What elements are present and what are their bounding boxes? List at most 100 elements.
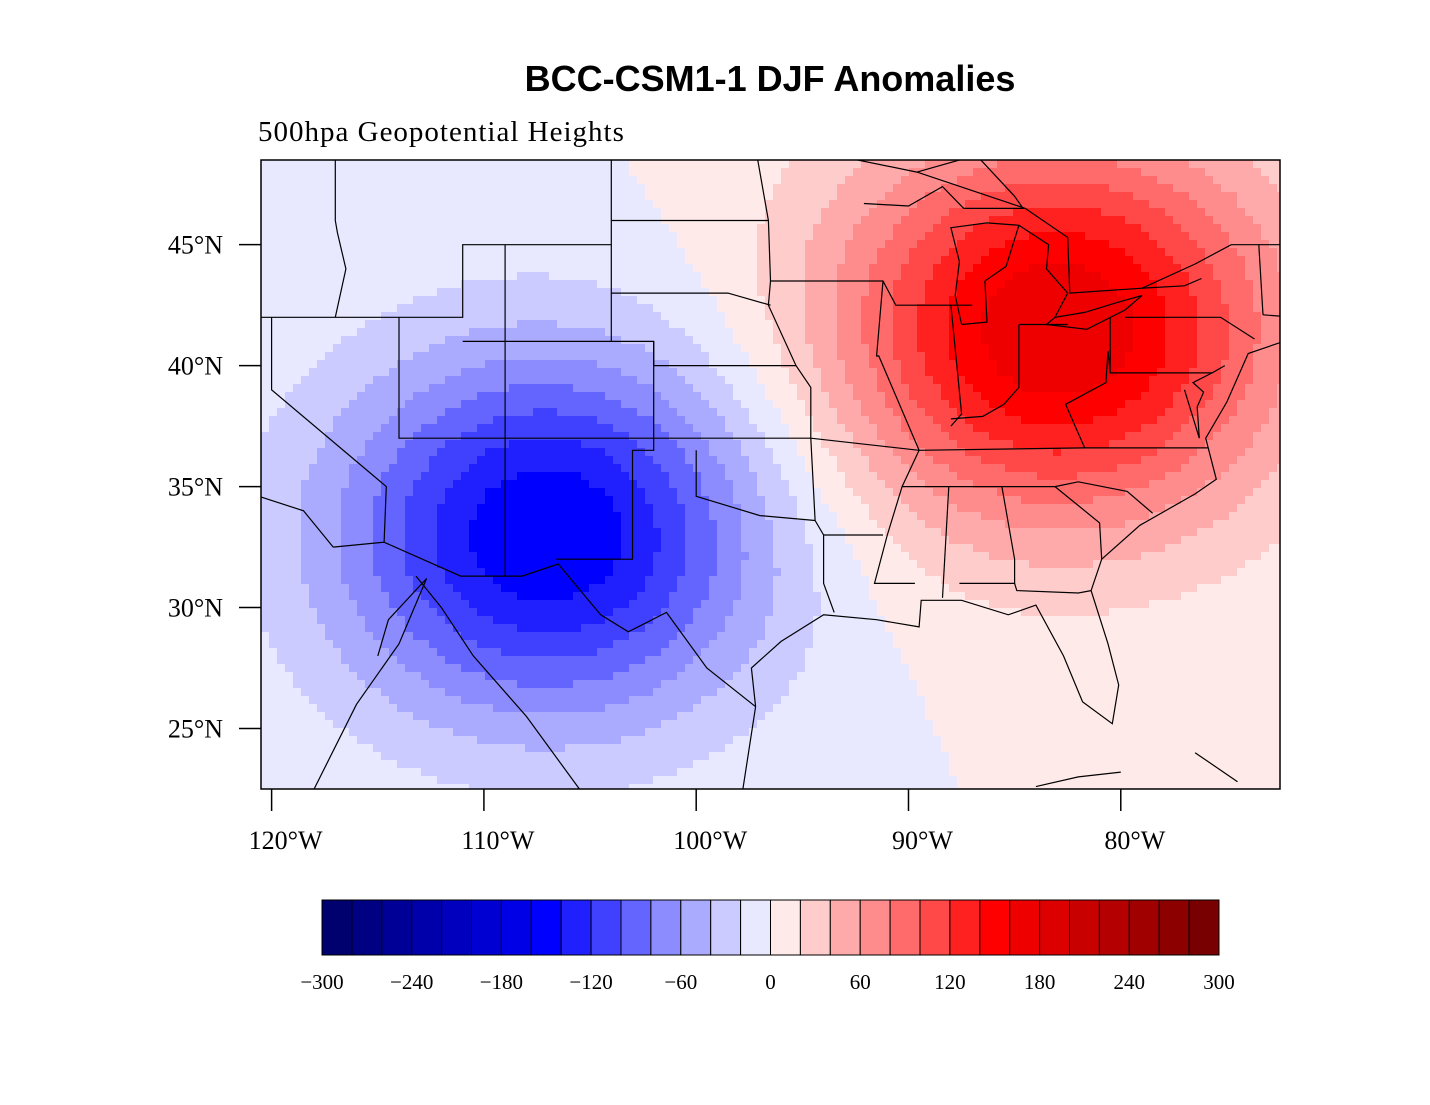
field-cell — [661, 208, 670, 217]
field-cell — [701, 168, 710, 177]
field-cell — [1269, 176, 1278, 185]
field-cell — [653, 248, 662, 257]
field-cell — [1261, 248, 1270, 257]
field-cell — [1037, 344, 1046, 353]
field-cell — [1269, 384, 1278, 393]
field-cell — [621, 328, 630, 337]
field-cell — [637, 456, 646, 465]
field-cell — [1053, 208, 1062, 217]
field-cell — [269, 312, 278, 321]
field-cell — [861, 160, 870, 169]
field-cell — [541, 376, 550, 385]
field-cell — [621, 264, 630, 273]
field-cell — [285, 168, 294, 177]
field-cell — [389, 272, 398, 281]
field-cell — [1173, 232, 1182, 241]
field-cell — [805, 200, 814, 209]
field-cell — [1069, 384, 1078, 393]
field-cell — [797, 336, 806, 345]
field-cell — [533, 224, 542, 233]
field-cell — [317, 336, 326, 345]
field-cell — [285, 208, 294, 217]
field-cell — [1173, 296, 1182, 305]
field-cell — [781, 456, 790, 465]
field-cell — [389, 216, 398, 225]
field-cell — [309, 264, 318, 273]
field-cell — [261, 264, 270, 273]
field-cell — [725, 424, 734, 433]
field-cell — [709, 184, 718, 193]
field-cell — [965, 280, 974, 289]
field-cell — [949, 368, 958, 377]
field-cell — [557, 360, 566, 369]
field-cell — [445, 160, 454, 169]
field-cell — [773, 264, 782, 273]
field-cell — [1117, 344, 1126, 353]
field-cell — [917, 424, 926, 433]
field-cell — [349, 400, 358, 409]
field-cell — [901, 232, 910, 241]
field-cell — [1117, 256, 1126, 265]
field-cell — [1109, 264, 1118, 273]
field-cell — [949, 296, 958, 305]
field-cell — [853, 336, 862, 345]
field-cell — [581, 424, 590, 433]
field-cell — [541, 312, 550, 321]
field-cell — [525, 336, 534, 345]
field-cell — [1229, 296, 1238, 305]
field-cell — [909, 272, 918, 281]
field-cell — [693, 304, 702, 313]
field-cell — [925, 312, 934, 321]
field-cell — [1189, 160, 1198, 169]
field-cell — [389, 184, 398, 193]
field-cell — [525, 200, 534, 209]
field-cell — [685, 352, 694, 361]
field-cell — [933, 248, 942, 257]
field-cell — [1221, 464, 1230, 473]
field-cell — [1213, 440, 1222, 449]
field-cell — [741, 408, 750, 417]
field-cell — [589, 360, 598, 369]
field-cell — [357, 408, 366, 417]
field-cell — [429, 456, 438, 465]
field-cell — [685, 240, 694, 249]
field-cell — [325, 344, 334, 353]
field-cell — [1077, 224, 1086, 233]
field-cell — [1181, 320, 1190, 329]
field-cell — [485, 448, 494, 457]
field-cell — [1197, 288, 1206, 297]
field-cell — [781, 192, 790, 201]
field-cell — [765, 416, 774, 425]
field-cell — [1221, 408, 1230, 417]
field-cell — [1053, 384, 1062, 393]
field-cell — [1109, 376, 1118, 385]
field-cell — [549, 344, 558, 353]
field-cell — [493, 352, 502, 361]
field-cell — [1037, 200, 1046, 209]
field-cell — [533, 448, 542, 457]
field-cell — [741, 224, 750, 233]
field-cell — [1269, 448, 1278, 457]
field-cell — [957, 280, 966, 289]
field-cell — [1189, 320, 1198, 329]
field-cell — [557, 296, 566, 305]
field-cell — [957, 328, 966, 337]
field-cell — [445, 312, 454, 321]
field-cell — [1085, 224, 1094, 233]
field-cell — [525, 448, 534, 457]
field-cell — [973, 416, 982, 425]
field-cell — [1117, 408, 1126, 417]
field-cell — [997, 392, 1006, 401]
field-cell — [1029, 352, 1038, 361]
field-cell — [1253, 304, 1262, 313]
field-cell — [277, 328, 286, 337]
field-cell — [1069, 256, 1078, 265]
field-cell — [909, 168, 918, 177]
field-cell — [709, 288, 718, 297]
field-cell — [997, 168, 1006, 177]
field-cell — [261, 184, 270, 193]
field-cell — [317, 432, 326, 441]
field-cell — [1197, 280, 1206, 289]
field-cell — [717, 400, 726, 409]
field-cell — [797, 400, 806, 409]
